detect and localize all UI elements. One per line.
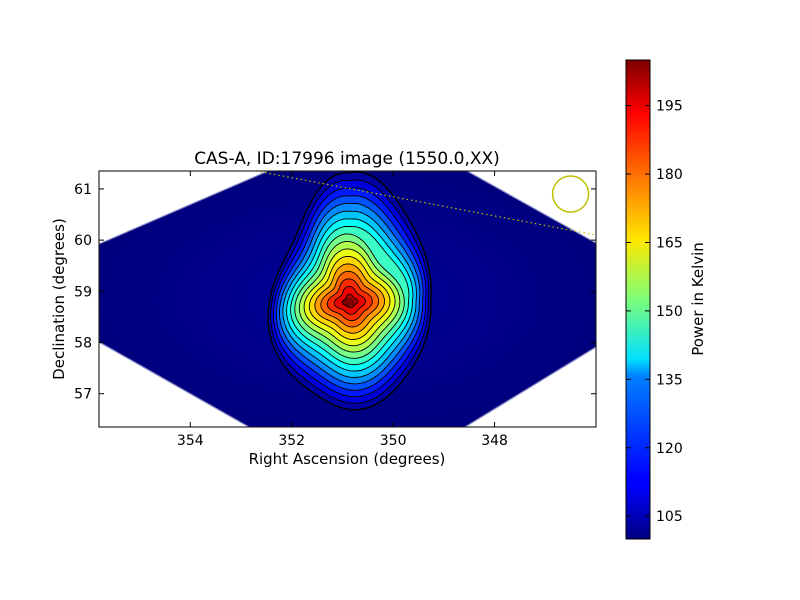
chart-title: CAS-A, ID:17996 image (1550.0,XX) <box>194 149 500 169</box>
contour-line <box>308 255 391 340</box>
colorbar-tick-label: 150 <box>656 304 683 320</box>
contour-line <box>294 233 405 359</box>
contour-line <box>290 226 410 366</box>
colorbar-ticks: 105 120 135 150 165 180 195 <box>626 99 683 525</box>
y-tick-label: 61 <box>74 182 92 198</box>
x-tick-label: 352 <box>278 433 305 449</box>
contour-line <box>275 195 424 391</box>
x-tick-label: 350 <box>380 433 407 449</box>
y-axis: 57 58 59 60 61 <box>74 182 596 403</box>
contour-line <box>267 171 432 411</box>
y-tick-label: 60 <box>74 233 92 249</box>
contour-line <box>286 218 414 372</box>
y-axis-label: Declination (degrees) <box>50 218 68 380</box>
x-tick-label: 348 <box>481 433 508 449</box>
x-axis-label: Right Ascension (degrees) <box>249 450 446 468</box>
beam-marker <box>551 175 590 213</box>
colorbar-tick-label: 180 <box>656 167 683 183</box>
y-tick-label: 58 <box>74 336 92 352</box>
colorbar-tick-label: 165 <box>656 235 683 251</box>
colorbar <box>625 59 651 540</box>
x-tick-label: 354 <box>177 433 204 449</box>
contour-line <box>270 179 430 404</box>
contour-line <box>326 278 373 322</box>
contour-line <box>341 293 359 309</box>
contour-line <box>282 210 418 378</box>
colorbar-tick-label: 195 <box>656 99 683 115</box>
horizon-line <box>256 171 596 236</box>
contour-line <box>320 270 380 328</box>
colorbar-tick-label: 135 <box>656 372 683 388</box>
colorbar-tick-label: 105 <box>656 509 683 525</box>
x-axis: 354 352 350 348 <box>177 171 508 449</box>
plot-frame <box>98 170 597 428</box>
contour-line <box>279 203 421 385</box>
contour-line <box>272 187 427 398</box>
contour-line <box>298 241 401 353</box>
contour-line <box>333 285 366 315</box>
y-tick-label: 57 <box>74 387 92 403</box>
y-tick-label: 59 <box>74 284 92 300</box>
contour-line <box>314 263 386 334</box>
contour-layer <box>267 171 432 411</box>
plot-area <box>99 171 596 427</box>
colorbar-label: Power in Kelvin <box>689 242 707 356</box>
contour-line <box>303 248 396 347</box>
colorbar-tick-label: 120 <box>656 441 683 457</box>
